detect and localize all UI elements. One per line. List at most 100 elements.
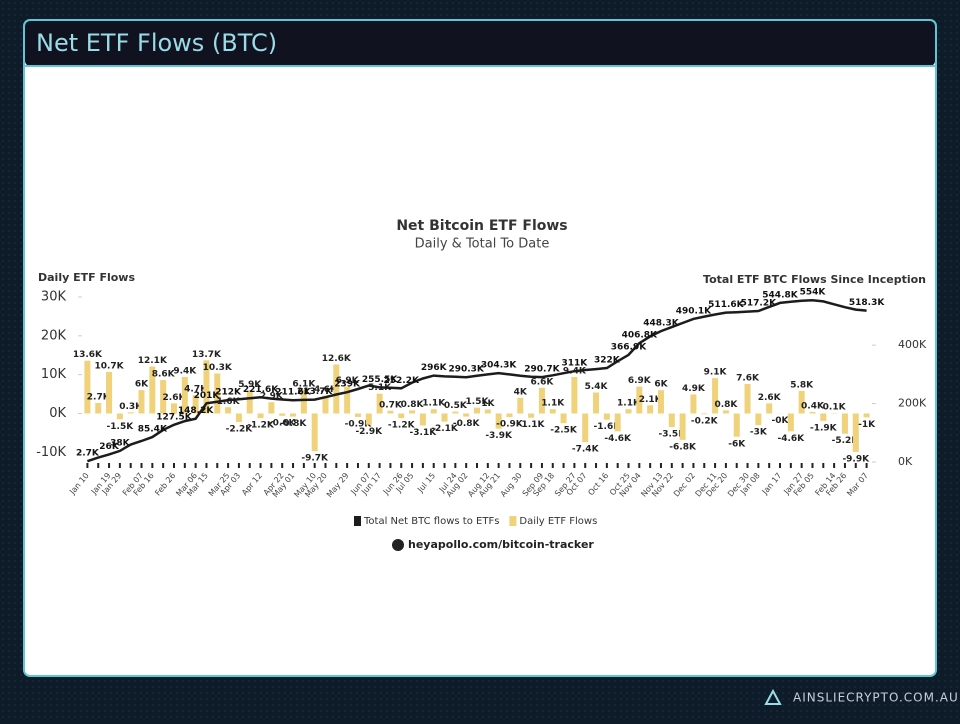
line-label: 518.3K xyxy=(849,298,885,308)
line-label: 38K xyxy=(110,438,131,448)
x-tick xyxy=(508,463,510,468)
x-tick xyxy=(324,463,326,468)
bar-label: 0.4K xyxy=(801,401,825,411)
x-tick xyxy=(671,463,673,468)
x-tick xyxy=(227,463,229,468)
x-tick xyxy=(552,463,554,468)
line-label: 322K xyxy=(594,355,621,365)
bar xyxy=(820,413,826,420)
bar-label: -1.9K xyxy=(810,423,838,433)
bar-label: -6.8K xyxy=(669,442,697,452)
bar xyxy=(398,413,404,418)
bar-label: 13.7K xyxy=(192,350,222,360)
x-tick xyxy=(379,463,381,468)
line-label: 490.1K xyxy=(676,306,712,316)
bar xyxy=(723,410,729,413)
x-tick xyxy=(779,463,781,468)
line-label: 290.7K xyxy=(524,365,560,375)
bar xyxy=(680,413,686,439)
line-label: 448.3K xyxy=(643,319,679,329)
y-tick-label: -10K xyxy=(36,445,66,460)
bar-label: 5.8K xyxy=(790,380,814,390)
bar-label: -0.2K xyxy=(691,417,719,427)
x-tick xyxy=(130,463,132,468)
bar-label: 2.6K xyxy=(758,393,782,403)
bar xyxy=(236,413,242,422)
bar-label: 6K xyxy=(135,380,149,390)
bar xyxy=(766,403,772,413)
line-label: 212K xyxy=(215,388,242,398)
legend-swatch xyxy=(509,516,516,526)
line-label: 290.3K xyxy=(448,365,484,375)
x-tick xyxy=(519,463,521,468)
x-tick xyxy=(692,463,694,468)
bar xyxy=(571,377,577,413)
x-tick xyxy=(97,463,99,468)
line-label: 366.9K xyxy=(611,342,647,352)
bar xyxy=(528,413,534,417)
x-tick xyxy=(757,463,759,468)
legend-label: Daily ETF Flows xyxy=(519,516,597,527)
bar-label: -2.9K xyxy=(355,427,383,437)
x-tick xyxy=(119,463,121,468)
bar xyxy=(463,413,469,416)
bar xyxy=(452,412,458,414)
panel xyxy=(24,20,936,676)
x-tick xyxy=(530,463,532,468)
bar xyxy=(139,390,145,413)
x-tick xyxy=(184,463,186,468)
bar xyxy=(84,361,90,414)
x-tick xyxy=(703,463,705,468)
x-tick xyxy=(249,463,251,468)
bar xyxy=(842,413,848,433)
bar-label: 6.6K xyxy=(530,377,554,387)
bar-label: 0.5K xyxy=(444,401,468,411)
bar-label: 1K xyxy=(481,399,495,409)
page-title: Net ETF Flows (BTC) xyxy=(36,29,277,57)
y2-tick-label: 0K xyxy=(898,455,913,468)
x-tick xyxy=(768,463,770,468)
x-tick xyxy=(628,463,630,468)
bar-label: 4.9K xyxy=(682,384,706,394)
bar xyxy=(485,410,491,414)
x-tick xyxy=(216,463,218,468)
bar xyxy=(809,412,815,414)
bar-label: -4.6K xyxy=(778,434,806,444)
x-tick xyxy=(444,463,446,468)
line-label: 406.8K xyxy=(622,331,658,341)
x-tick xyxy=(584,463,586,468)
bar xyxy=(734,413,740,436)
bar xyxy=(506,413,512,416)
x-tick xyxy=(357,463,359,468)
bar-label: -3.9K xyxy=(485,431,513,441)
line-label: 213.7K xyxy=(297,387,333,397)
x-tick xyxy=(303,463,305,468)
x-tick xyxy=(498,463,500,468)
bar-label: 8.6K xyxy=(152,370,176,380)
bar-label: -0.8K xyxy=(280,419,308,429)
bar-label: -0.8K xyxy=(453,419,481,429)
x-tick xyxy=(389,463,391,468)
x-tick xyxy=(649,463,651,468)
bar-label: -7.4K xyxy=(572,445,600,455)
line-label: 239K xyxy=(334,380,361,390)
bar-label: -9.9K xyxy=(842,454,870,464)
legend-label: Total Net BTC flows to ETFs xyxy=(363,516,499,527)
x-tick xyxy=(541,463,543,468)
bar-label: 12.1K xyxy=(138,356,168,366)
x-tick xyxy=(714,463,716,468)
x-tick xyxy=(260,463,262,468)
x-tick xyxy=(270,463,272,468)
x-tick xyxy=(682,463,684,468)
x-tick xyxy=(606,463,608,468)
y2-tick-label: 400K xyxy=(898,338,927,351)
line-label: 2.7K xyxy=(76,449,100,459)
x-tick xyxy=(563,463,565,468)
line-label: 296K xyxy=(421,363,448,373)
bar-label: -6K xyxy=(728,439,746,449)
x-tick xyxy=(638,463,640,468)
legend-swatch xyxy=(354,516,361,526)
x-tick xyxy=(238,463,240,468)
bar xyxy=(409,410,415,413)
bar xyxy=(561,413,567,423)
